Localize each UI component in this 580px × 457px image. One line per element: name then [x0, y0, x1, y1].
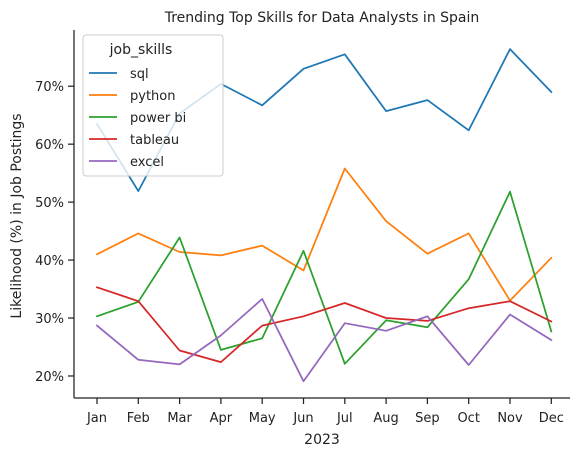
- y-tick-label: 60%: [35, 138, 64, 153]
- series-line-power-bi: [95, 190, 553, 365]
- series-line-excel: [95, 298, 553, 383]
- x-tick-label: Apr: [210, 411, 233, 426]
- x-tick-label: Nov: [497, 411, 523, 426]
- plot-area: 20% 30% 40% 50% 60% 70% Jan Feb Mar Apr May Jun Jul A…: [35, 30, 570, 426]
- x-tick-label: Jul: [336, 411, 353, 426]
- legend-label: power bi: [130, 111, 186, 126]
- series-line-python: [95, 167, 553, 302]
- y-axis-label: Likelihood (%) in Job Postings: [9, 113, 25, 318]
- x-tick-label: Dec: [539, 411, 564, 426]
- legend-label: tableau: [130, 133, 179, 148]
- x-tick-label: Jun: [292, 411, 313, 426]
- legend-title: job_skills: [109, 42, 173, 58]
- x-tick-label: Feb: [127, 411, 150, 426]
- y-tick-label: 20%: [35, 370, 64, 385]
- x-tick-label: Oct: [457, 411, 479, 426]
- x-tick-label: Sep: [415, 411, 440, 426]
- series-line-tableau: [95, 286, 553, 363]
- legend-label: sql: [130, 67, 149, 82]
- y-tick-label: 40%: [35, 254, 64, 269]
- y-tick-label: 30%: [35, 312, 64, 327]
- y-tick-label: 70%: [35, 80, 64, 95]
- x-tick-label: Aug: [373, 411, 398, 426]
- x-tick-label: Mar: [167, 411, 192, 426]
- legend-label: python: [130, 89, 175, 104]
- legend-label: excel: [130, 155, 164, 170]
- x-axis-label: 2023: [304, 432, 340, 448]
- legend-box: [82, 34, 224, 177]
- chart-title: Trending Top Skills for Data Analysts in…: [164, 10, 480, 26]
- x-tick-label: May: [249, 411, 276, 426]
- y-tick-label: 50%: [35, 196, 64, 211]
- x-tick-label: Jan: [86, 411, 107, 426]
